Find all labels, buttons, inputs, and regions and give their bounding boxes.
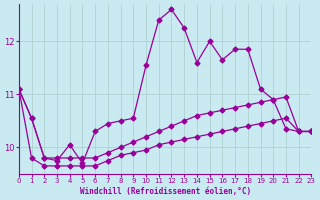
- X-axis label: Windchill (Refroidissement éolien,°C): Windchill (Refroidissement éolien,°C): [80, 187, 251, 196]
